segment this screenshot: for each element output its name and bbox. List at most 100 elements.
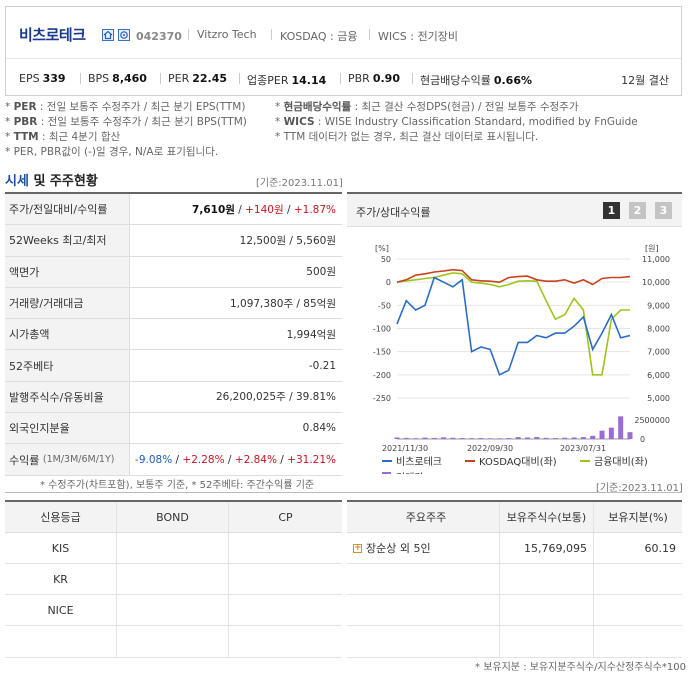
volume-bar [552,438,558,439]
volume-bar [450,437,456,439]
note-pbr: * PBR : 전일 보통주 수정주가 / 최근 분기 BPS(TTM) [5,116,247,128]
per-stat: PER 22.45 [168,72,228,85]
table-header-row: 신용등급 BOND CP [5,502,342,533]
credit-rating-table: 신용등급 BOND CP KIS KR NICE [5,500,342,658]
market-basis-date: [기준:2023.11.01] [256,178,343,189]
volume-bar [459,438,465,439]
table-row [347,564,682,595]
company-info-row: 비츠로테크 042370 Vitzro Tech KOSDAQ : 금융 WIC… [6,7,681,59]
left-tick-label: -200 [373,371,391,380]
table-row [347,626,682,658]
volume-bar [599,430,605,439]
left-tick-label: -50 [378,301,391,310]
chart-header: 주가/상대수익률 1 2 3 [347,194,682,227]
volume-bar [413,438,419,439]
right-tick-label: 10,000 [642,278,670,287]
left-tick-label: -250 [373,394,391,403]
table-row: 액면가 500원 [5,256,342,288]
major-holders-table: 주요주주 보유주식수(보통) 보유지분(%) + 장순상 외 5인 15,769,… [347,500,682,658]
section-title: 시세 및 주주현황 [5,174,98,189]
volume-bar [580,437,586,439]
table-row: NICE [5,595,342,626]
kosdaq-relative-line [396,268,631,286]
section-divider [5,492,682,493]
right-tick-label: 8,000 [647,325,670,334]
market-label: KOSDAQ : 금융 [280,30,358,43]
legend-label: 거래량 [396,472,424,474]
english-name: Vitzro Tech [197,28,257,41]
volume-bar [487,438,493,439]
volume-bar [403,437,409,439]
volume-tick-label: 2500000 [634,416,670,425]
volume-bar [627,432,633,439]
expand-plus-icon[interactable]: + [353,542,362,553]
volume-bar [524,437,530,439]
x-tick-label: 2021/11/30 [382,444,428,453]
chart-page-3-button[interactable]: 3 [655,202,672,219]
volume-bar [506,438,512,439]
stock-code: 042370 [136,30,182,43]
volume-bar [562,437,568,439]
table-row: 외국인지분율 0.84% [5,413,342,445]
x-tick-label: 2023/07/31 [560,444,606,453]
volume-bar [608,427,614,439]
bps-stat: BPS 8,460 [88,72,147,85]
volume-bar [431,437,437,439]
note-ttm-missing: * TTM 데이터가 없는 경우, 최근 결산 데이터로 표시됩니다. [275,131,539,143]
price-chart: 50 0 -50 -100 -150 -200 -250 11,000 10,000 9,000 8… [373,244,670,474]
table-header-row: 주요주주 보유주식수(보통) 보유지분(%) [347,502,682,533]
notes-right: * 현금배당수익률 : 최근 결산 수정DPS(현금) / 전일 보통주 수정주… [275,100,638,145]
table-row: 52주베타 -0.21 [5,350,342,382]
home-icon[interactable] [102,29,114,41]
chart-page-1-button[interactable]: 1 [603,202,620,219]
legend-label: KOSDAQ대비(좌) [479,456,557,468]
legend-swatch [382,472,391,474]
chart-page-2-button[interactable]: 2 [629,202,646,219]
market-table: 주가/전일대비/수익률 7,610원 / +140원 / +1.87% 52We… [5,192,342,476]
volume-bar [534,437,540,439]
dividend-yield-stat: 현금배당수익률 0.66% [420,74,533,87]
table-row: 주가/전일대비/수익률 7,610원 / +140원 / +1.87% [5,194,342,226]
holders-note: * 보유지분 : 보유지분주식수/지수산정주식수*100 [475,662,686,673]
volume-bar [469,438,475,439]
wics-label: WICS : 전기장비 [378,30,458,43]
left-tick-label: 0 [386,278,391,287]
left-tick-label: -150 [373,348,391,357]
right-tick-label: 9,000 [647,301,670,310]
volume-bar [441,437,447,439]
note-per: * PER : 전일 보통주 수정주가 / 최근 분기 EPS(TTM) [5,101,246,113]
volume-bar [618,416,624,439]
price-chart-panel: 주가/상대수익률 1 2 3 50 0 -50 -100 -150 -200 -250 11,… [347,192,682,474]
legend-label: 금융대비(좌) [594,456,648,468]
industry-per-stat: 업종PER 14.14 [247,74,327,87]
volume-tick-label: 0 [640,435,645,444]
table-row: + 장순상 외 5인 15,769,095 60.19 [347,533,682,564]
note-ttm: * TTM : 최근 4분기 합산 [5,131,121,143]
table-row: KR [5,564,342,595]
chart-title: 주가/상대수익률 [356,206,431,219]
table-row [347,595,682,626]
legend-label: 비츠로테크 [396,456,442,468]
sector-relative-line [396,272,630,376]
settlement-month: 12월 결산 [621,74,669,87]
company-name: 비츠로테크 [19,26,86,44]
note-dividend: * 현금배당수익률 : 최근 결산 수정DPS(현금) / 전일 보통주 수정주… [275,101,579,113]
left-tick-label: 50 [381,255,391,264]
table-row: 수익률 (1M/3M/6M/1Y) -9.08% / +2.28% / +2.8… [5,444,342,476]
holder-expand-row[interactable]: + 장순상 외 5인 [347,533,500,563]
table-row: 거래량/거래대금 1,097,380주 / 85억원 [5,287,342,320]
pbr-stat: PBR 0.90 [348,72,400,85]
table-row: 발행주식수/유동비율 26,200,025주 / 39.81% [5,381,342,414]
volume-bar [478,438,484,439]
valuation-row: EPS 339 BPS 8,460 PER 22.45 업종PER 14.14 PBR 0… [6,59,681,97]
eps-stat: EPS 339 [19,72,66,85]
note-na: * PER, PBR값이 (-)일 경우, N/A로 표기됩니다. [5,146,219,158]
volume-bar [515,437,521,439]
stock-price-line [396,276,631,376]
left-tick-label: -100 [373,325,391,334]
ir-icon[interactable] [118,29,130,41]
x-tick-label: 2022/09/30 [467,444,513,453]
volume-bar [590,435,596,439]
left-axis-unit: [%] [375,244,389,253]
market-note: * 수정주가(차트포함), 보통주 기준, * 52주베타: 주간수익률 기준 [40,480,315,491]
